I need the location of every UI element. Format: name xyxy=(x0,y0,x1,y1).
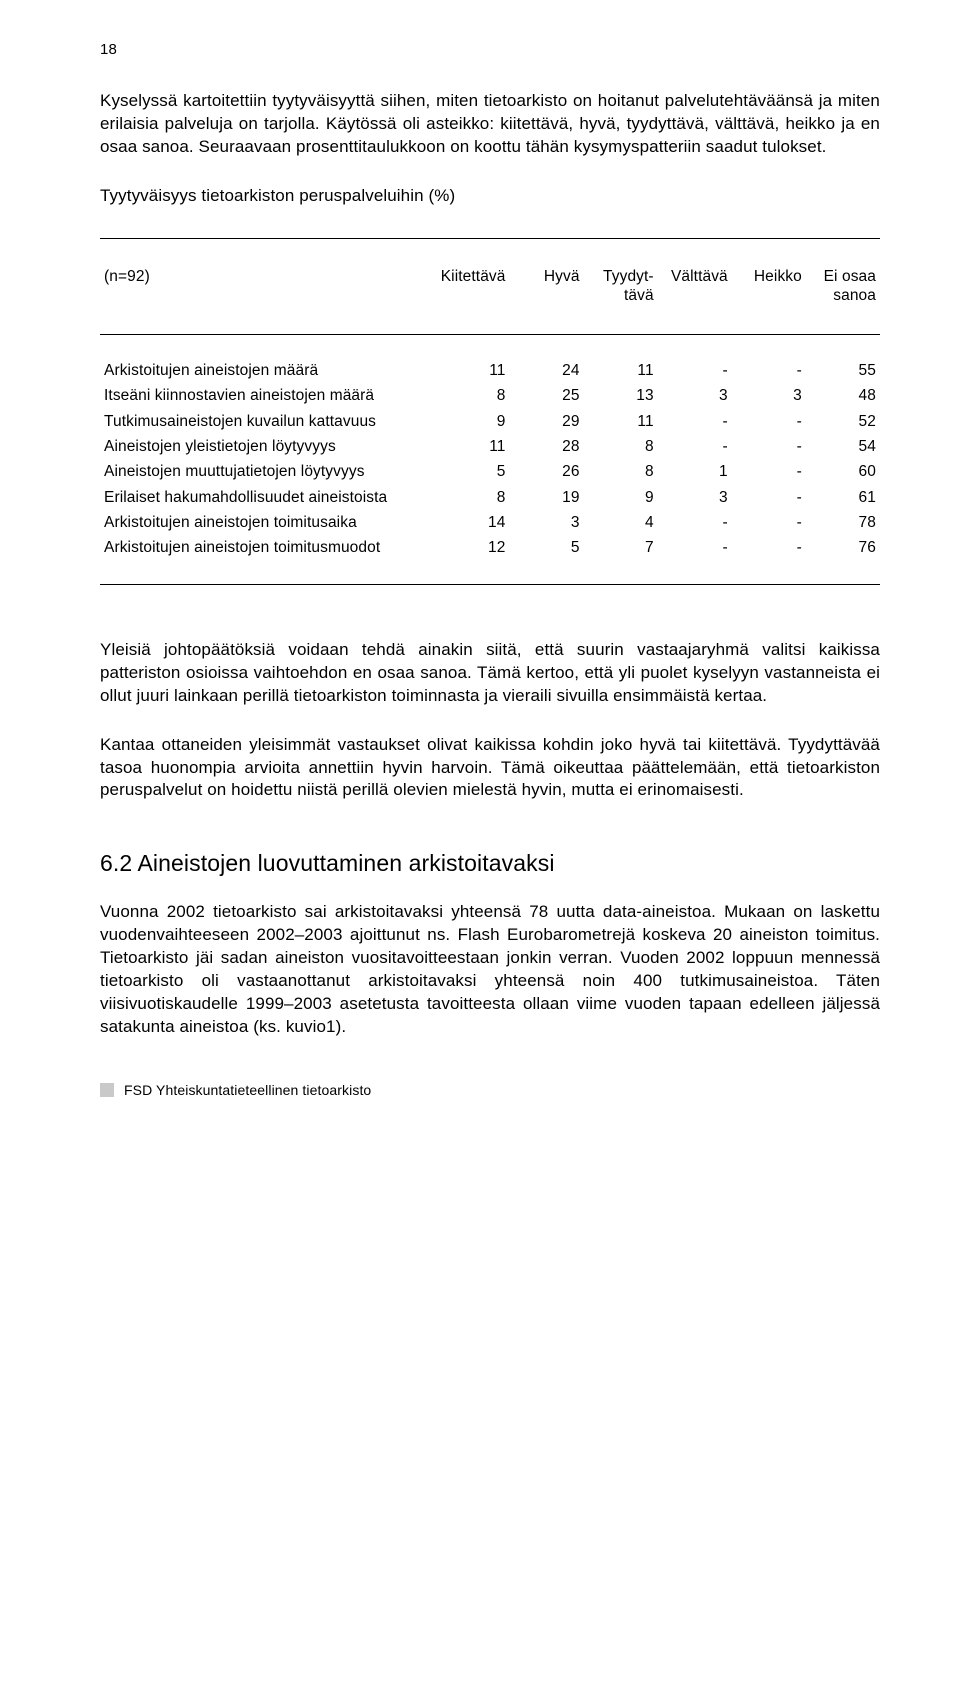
header-col: Välttävä xyxy=(658,239,732,334)
row-label: Arkistoitujen aineistojen toimitusaika xyxy=(100,510,435,535)
cell-value: 8 xyxy=(435,485,509,510)
intro-paragraph: Kyselyssä kartoitettiin tyytyväisyyttä s… xyxy=(100,90,880,159)
cell-value: 7 xyxy=(584,535,658,583)
cell-value: 3 xyxy=(658,383,732,408)
cell-value: - xyxy=(732,485,806,510)
section-heading: 6.2 Aineistojen luovuttaminen arkistoita… xyxy=(100,848,880,879)
cell-value: 13 xyxy=(584,383,658,408)
paragraph: Vuonna 2002 tietoarkisto sai arkistoitav… xyxy=(100,901,880,1039)
header-col: Hyvä xyxy=(510,239,584,334)
row-label: Aineistojen muuttujatietojen löytyvyys xyxy=(100,459,435,484)
cell-value: 5 xyxy=(510,535,584,583)
cell-value: 14 xyxy=(435,510,509,535)
cell-value: 24 xyxy=(510,334,584,383)
header-n: (n=92) xyxy=(100,239,435,334)
header-col: Kiitettävä xyxy=(435,239,509,334)
cell-value: 3 xyxy=(658,485,732,510)
row-label: Tutkimusaineistojen kuvailun kattavuus xyxy=(100,409,435,434)
cell-value: 8 xyxy=(435,383,509,408)
header-col: Tyydyt- tävä xyxy=(584,239,658,334)
cell-value: 4 xyxy=(584,510,658,535)
cell-value: 19 xyxy=(510,485,584,510)
cell-value: 8 xyxy=(584,459,658,484)
cell-value: 54 xyxy=(806,434,880,459)
cell-value: 76 xyxy=(806,535,880,583)
cell-value: 9 xyxy=(584,485,658,510)
header-col: Ei osaa sanoa xyxy=(806,239,880,334)
cell-value: 11 xyxy=(584,334,658,383)
cell-value: - xyxy=(658,434,732,459)
paragraph: Yleisiä johtopäätöksiä voidaan tehdä ain… xyxy=(100,639,880,708)
cell-value: 1 xyxy=(658,459,732,484)
satisfaction-table: (n=92) Kiitettävä Hyvä Tyydyt- tävä Vält… xyxy=(100,239,880,584)
table-row: Erilaiset hakumahdollisuudet aineistoist… xyxy=(100,485,880,510)
table-title: Tyytyväisyys tietoarkiston peruspalvelui… xyxy=(100,185,880,208)
table-row: Arkistoitujen aineistojen määrä112411--5… xyxy=(100,334,880,383)
cell-value: - xyxy=(732,409,806,434)
table-row: Aineistojen yleistietojen löytyvyys11288… xyxy=(100,434,880,459)
cell-value: 60 xyxy=(806,459,880,484)
footer-square-icon xyxy=(100,1083,114,1097)
cell-value: 5 xyxy=(435,459,509,484)
cell-value: - xyxy=(658,510,732,535)
page-footer: FSD Yhteiskuntatieteellinen tietoarkisto xyxy=(100,1081,880,1100)
table-body: Arkistoitujen aineistojen määrä112411--5… xyxy=(100,334,880,584)
cell-value: 29 xyxy=(510,409,584,434)
cell-value: 11 xyxy=(435,434,509,459)
cell-value: 3 xyxy=(732,383,806,408)
cell-value: 26 xyxy=(510,459,584,484)
row-label: Erilaiset hakumahdollisuudet aineistoist… xyxy=(100,485,435,510)
cell-value: 8 xyxy=(584,434,658,459)
table-row: Arkistoitujen aineistojen toimitusmuodot… xyxy=(100,535,880,583)
cell-value: 61 xyxy=(806,485,880,510)
cell-value: - xyxy=(732,510,806,535)
row-label: Arkistoitujen aineistojen toimitusmuodot xyxy=(100,535,435,583)
row-label: Arkistoitujen aineistojen määrä xyxy=(100,334,435,383)
paragraph: Kantaa ottaneiden yleisimmät vastaukset … xyxy=(100,734,880,803)
cell-value: - xyxy=(732,535,806,583)
table-row: Itseäni kiinnostavien aineistojen määrä8… xyxy=(100,383,880,408)
table-header-row: (n=92) Kiitettävä Hyvä Tyydyt- tävä Vält… xyxy=(100,239,880,334)
cell-value: 9 xyxy=(435,409,509,434)
cell-value: - xyxy=(658,535,732,583)
cell-value: - xyxy=(658,334,732,383)
row-label: Aineistojen yleistietojen löytyvyys xyxy=(100,434,435,459)
cell-value: 28 xyxy=(510,434,584,459)
table-row: Arkistoitujen aineistojen toimitusaika14… xyxy=(100,510,880,535)
table-row: Tutkimusaineistojen kuvailun kattavuus92… xyxy=(100,409,880,434)
cell-value: 55 xyxy=(806,334,880,383)
cell-value: - xyxy=(658,409,732,434)
cell-value: - xyxy=(732,434,806,459)
header-col: Heikko xyxy=(732,239,806,334)
cell-value: 52 xyxy=(806,409,880,434)
table-container: (n=92) Kiitettävä Hyvä Tyydyt- tävä Vält… xyxy=(100,238,880,585)
cell-value: 78 xyxy=(806,510,880,535)
cell-value: - xyxy=(732,459,806,484)
cell-value: - xyxy=(732,334,806,383)
cell-value: 25 xyxy=(510,383,584,408)
cell-value: 11 xyxy=(435,334,509,383)
cell-value: 48 xyxy=(806,383,880,408)
cell-value: 12 xyxy=(435,535,509,583)
table-row: Aineistojen muuttujatietojen löytyvyys52… xyxy=(100,459,880,484)
cell-value: 11 xyxy=(584,409,658,434)
row-label: Itseäni kiinnostavien aineistojen määrä xyxy=(100,383,435,408)
footer-text: FSD Yhteiskuntatieteellinen tietoarkisto xyxy=(124,1081,371,1100)
cell-value: 3 xyxy=(510,510,584,535)
page-number: 18 xyxy=(100,40,880,60)
